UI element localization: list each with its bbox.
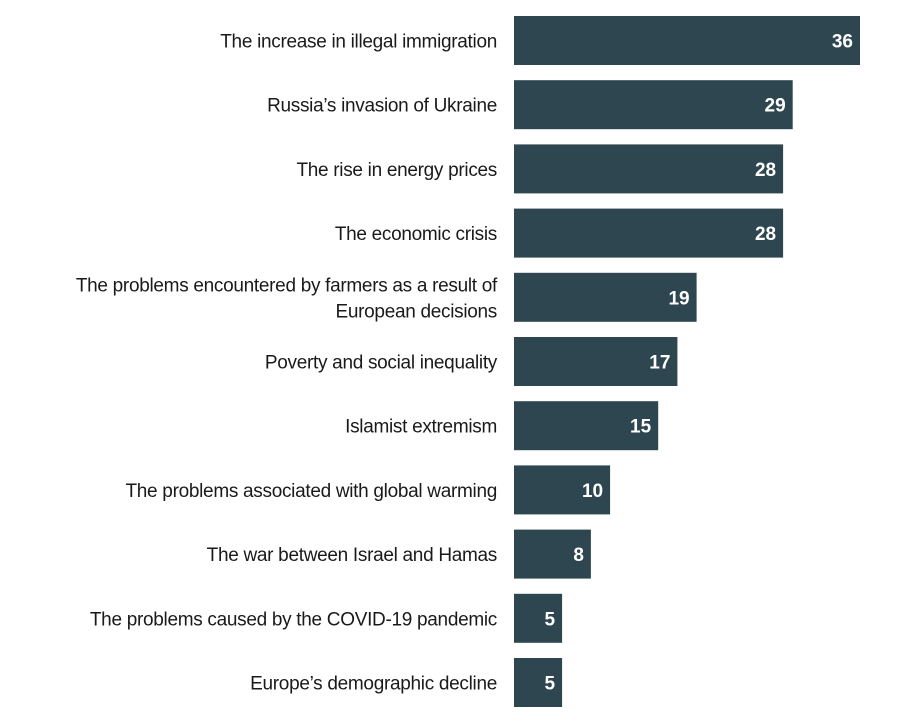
value-label-10: 5 (545, 674, 556, 695)
category-label-7: The problems associated with global warm… (125, 481, 497, 502)
bar-10 (514, 658, 563, 707)
category-label-10-line-0: Europe’s demographic decline (250, 674, 497, 695)
bar-9 (514, 593, 563, 643)
value-label-7: 10 (582, 481, 603, 502)
value-label-5: 17 (649, 353, 670, 374)
bar-6 (514, 401, 659, 451)
value-label-6: 15 (630, 417, 652, 438)
category-label-6-line-0: Islamist extremism (345, 417, 497, 438)
bar-7 (514, 465, 611, 515)
category-label-4-line-1: European decisions (336, 301, 498, 322)
category-label-5-line-0: Poverty and social inequality (265, 353, 498, 374)
value-label-4: 19 (668, 288, 689, 309)
category-label-9: The problems caused by the COVID-19 pand… (90, 609, 497, 630)
bar-1 (514, 80, 793, 130)
bar-0 (514, 16, 860, 65)
category-label-1: Russia’s invasion of Ukraine (267, 96, 497, 117)
category-label-4-line-0: The problems encountered by farmers as a… (76, 275, 498, 296)
category-label-3-line-0: The economic crisis (335, 224, 497, 245)
category-label-1-line-0: Russia’s invasion of Ukraine (267, 96, 497, 117)
category-label-2: The rise in energy prices (296, 160, 497, 181)
bar-2 (514, 144, 784, 194)
category-label-10: Europe’s demographic decline (250, 674, 497, 695)
value-label-8: 8 (573, 545, 584, 566)
category-label-7-line-0: The problems associated with global warm… (125, 481, 497, 502)
category-label-5: Poverty and social inequality (265, 353, 498, 374)
category-label-8: The war between Israel and Hamas (207, 545, 497, 566)
value-label-0: 36 (832, 32, 853, 53)
value-label-1: 29 (765, 96, 786, 117)
category-label-8-line-0: The war between Israel and Hamas (207, 545, 497, 566)
bar-3 (514, 208, 784, 258)
value-label-9: 5 (545, 609, 556, 630)
category-label-9-line-0: The problems caused by the COVID-19 pand… (90, 609, 497, 630)
bar-8 (514, 529, 591, 579)
category-label-4: The problems encountered by farmers as a… (76, 275, 498, 322)
category-label-2-line-0: The rise in energy prices (296, 160, 497, 181)
category-label-6: Islamist extremism (345, 417, 497, 438)
bar-5 (514, 337, 678, 386)
value-label-3: 28 (755, 224, 776, 245)
category-label-0: The increase in illegal immigration (220, 32, 497, 53)
value-label-2: 28 (755, 160, 776, 181)
category-label-0-line-0: The increase in illegal immigration (220, 32, 497, 53)
category-label-3: The economic crisis (335, 224, 497, 245)
bar-4 (514, 272, 697, 322)
